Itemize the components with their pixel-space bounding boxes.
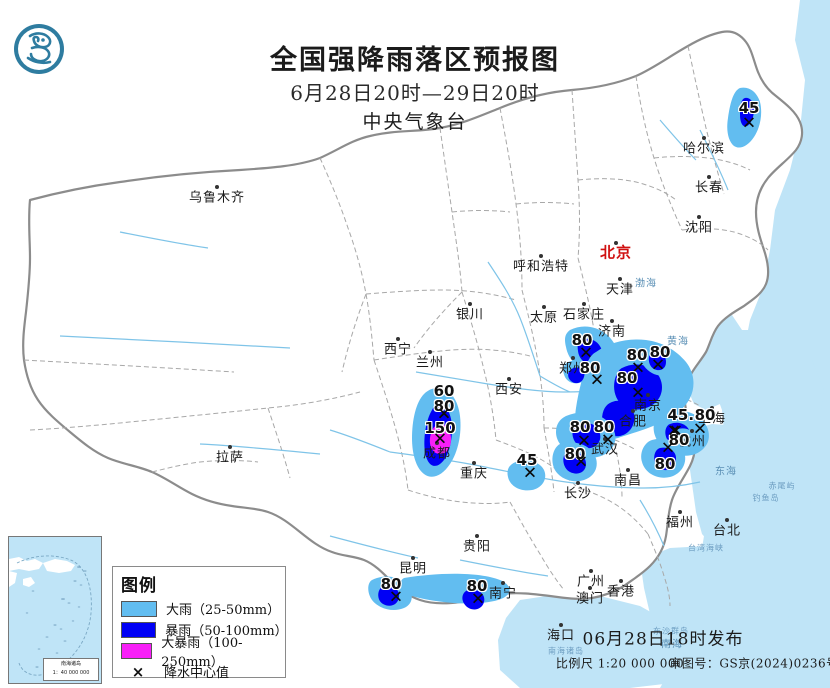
legend-item-label: 暴雨（50-100mm） [165, 624, 288, 639]
city-dot [428, 350, 432, 354]
legend-item: 暴雨（50-100mm） [121, 619, 288, 640]
city-dot [468, 302, 472, 306]
city-dot [610, 319, 614, 323]
city-dot [618, 277, 622, 281]
city-dot [472, 461, 476, 465]
legend-title: 图例 [121, 576, 157, 596]
legend-box: 图例 大雨（25-50mm） 暴雨（50-100mm） 大暴雨（100-250mm）… [112, 566, 288, 681]
legend-item-label: 大暴雨（100-250mm） [161, 635, 243, 670]
legend-rows: 大雨（25-50mm） 暴雨（50-100mm） 大暴雨（100-250mm） × 降水… [113, 598, 288, 682]
inset-scale: 1：40 000 000 [52, 670, 90, 676]
legend-color-swatch [121, 642, 153, 659]
city-dot [539, 254, 543, 258]
city-dot [619, 579, 623, 583]
city-dot [589, 569, 593, 573]
city-dot [542, 305, 546, 309]
city-dot [631, 409, 635, 413]
city-dot [396, 337, 400, 341]
inset-scale-box: 南海诸岛 1：40 000 000 [43, 658, 99, 681]
city-dot [228, 445, 232, 449]
legend-item: × 降水中心值 [121, 661, 285, 682]
city-dot [501, 581, 505, 585]
city-dot [588, 586, 592, 590]
legend-color-swatch [121, 600, 157, 617]
precip-center-marker-icon: × [131, 662, 145, 681]
city-dot [725, 518, 729, 522]
city-dot [435, 441, 439, 445]
legend-item-label: 降水中心值 [164, 666, 230, 681]
legend-item-label: 大雨（25-50mm） [166, 603, 281, 618]
cma-dragon-logo [12, 22, 66, 76]
city-dot [690, 429, 694, 433]
approval-number: 审图号：GS京(2024)0236号 [669, 656, 830, 671]
city-dot [697, 215, 701, 219]
city-dot [411, 556, 415, 560]
city-dot [678, 510, 682, 514]
city-dot [571, 356, 575, 360]
legend-item: 大雨（25-50mm） [121, 598, 285, 619]
city-dot [215, 185, 219, 189]
map-scale: 比例尺 1:20 000 000 [555, 656, 685, 671]
city-dot [626, 468, 630, 472]
legend-item: 大暴雨（100-250mm） [121, 636, 285, 670]
city-dot [603, 437, 607, 441]
city-dot [646, 393, 650, 397]
city-dot [582, 302, 586, 306]
legend-color-swatch [121, 621, 157, 638]
city-dot [559, 623, 563, 627]
inset-title: 南海诸岛 [60, 661, 81, 667]
city-dot [475, 534, 479, 538]
city-dot [710, 406, 714, 410]
city-dot [614, 241, 618, 245]
south-china-sea-inset: 南海诸岛 1：40 000 000 [8, 536, 102, 684]
city-dot [707, 175, 711, 179]
precipitation-areas [368, 87, 762, 611]
city-dot [507, 377, 511, 381]
city-dot [576, 481, 580, 485]
issue-time: 06月28日18时发布 [582, 629, 744, 650]
city-dot [702, 136, 706, 140]
